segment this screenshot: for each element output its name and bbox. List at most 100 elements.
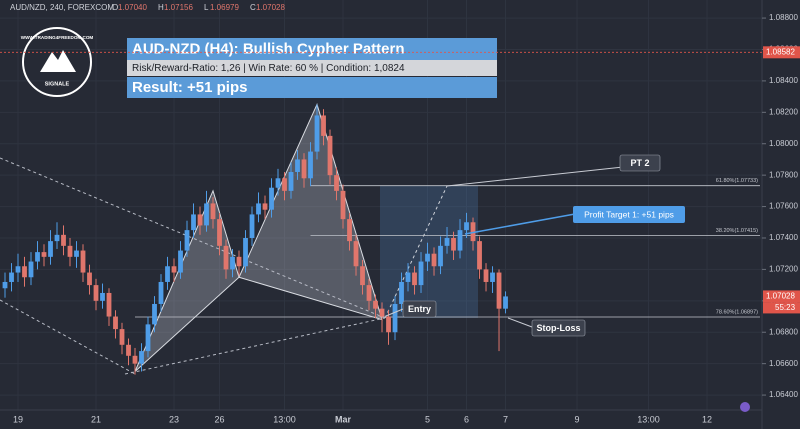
callout-pt2: PT 2 bbox=[630, 158, 649, 168]
candle-body bbox=[28, 261, 34, 278]
candle-body bbox=[360, 266, 365, 286]
target-zone bbox=[380, 186, 478, 318]
candle-body bbox=[113, 316, 118, 330]
callout-stop: Stop-Loss bbox=[537, 323, 581, 333]
ohlc-key: H bbox=[158, 3, 164, 12]
header: AUD/NZD, 240, FOREXCOM O 1.07040 H 1.07156 L… bbox=[10, 3, 285, 12]
x-tick-label: 12 bbox=[702, 414, 712, 424]
candle-body bbox=[184, 230, 190, 251]
y-tick-label: 1.08800 bbox=[769, 13, 798, 22]
candle-body bbox=[15, 266, 21, 273]
y-tick-label: 1.08000 bbox=[769, 139, 798, 148]
candle-body bbox=[223, 245, 229, 270]
callout-pt1: Profit Target 1: +51 pips bbox=[584, 209, 674, 219]
ohlc-value: 1.07040 bbox=[118, 3, 147, 12]
candle-body bbox=[301, 159, 307, 179]
candle-body bbox=[327, 135, 333, 176]
x-tick-label: 9 bbox=[575, 414, 580, 424]
drawings bbox=[0, 157, 478, 375]
candle-body bbox=[74, 250, 79, 257]
candle-body bbox=[340, 190, 346, 220]
candle-body bbox=[496, 272, 502, 309]
candle-body bbox=[217, 219, 222, 246]
candle-body bbox=[35, 252, 40, 262]
candle-body bbox=[22, 266, 27, 278]
pattern bbox=[134, 103, 383, 372]
y-tick-label: 1.07800 bbox=[769, 170, 798, 179]
candle-body bbox=[210, 203, 216, 220]
logo: WWW.TRADING4FREEDOM.COM SIGNALE bbox=[21, 27, 93, 97]
candle-body bbox=[152, 303, 157, 325]
candle-body bbox=[366, 285, 372, 301]
candle-body bbox=[399, 281, 404, 304]
panel-result-box bbox=[127, 77, 497, 98]
x-tick-label: 7 bbox=[503, 414, 508, 424]
ohlc-value: 1.07156 bbox=[164, 3, 193, 12]
y-tick-label: 1.07600 bbox=[769, 202, 798, 211]
panel-result: Result: +51 pips bbox=[132, 79, 247, 96]
ohlc-key: O bbox=[112, 3, 118, 12]
panel-title: AUD-NZD (H4): Bullish Cypher Pattern bbox=[132, 40, 405, 57]
candle-body bbox=[119, 329, 125, 345]
price-tag bbox=[763, 290, 800, 303]
callout-arrow bbox=[464, 213, 576, 235]
candle-body bbox=[61, 234, 66, 246]
candle-body bbox=[431, 253, 437, 267]
candle-body bbox=[457, 230, 463, 251]
callout-box bbox=[402, 300, 437, 318]
candle-body bbox=[295, 159, 300, 173]
candle-body bbox=[106, 292, 112, 317]
fib-label: 78.60%(1.06897) bbox=[716, 309, 758, 315]
callout-box bbox=[573, 206, 685, 223]
panel-subtitle: Risk/Reward-Ratio: 1,26 | Win Rate: 60 %… bbox=[132, 63, 405, 74]
candle-body bbox=[373, 300, 378, 309]
candle-body bbox=[230, 256, 235, 270]
candle-body bbox=[503, 296, 508, 309]
price-tag bbox=[763, 46, 800, 59]
trendline bbox=[0, 299, 136, 375]
fib-label: 61.80%(1.07733) bbox=[716, 178, 758, 184]
candle-body bbox=[158, 281, 164, 304]
candle-body bbox=[438, 245, 443, 267]
candle-body bbox=[347, 219, 352, 242]
candle-body bbox=[412, 272, 417, 286]
candle-body bbox=[54, 234, 60, 242]
settings-icon[interactable] bbox=[740, 402, 750, 412]
panel-subtitle-box bbox=[127, 60, 497, 76]
panel-title-box bbox=[127, 38, 497, 60]
x-tick-label: 13:00 bbox=[637, 414, 660, 424]
logo-mountain bbox=[40, 50, 76, 72]
candle-body bbox=[9, 272, 14, 282]
candle-body bbox=[191, 214, 196, 231]
fib-levels: 61.80%(1.07733) 38.20%(1.07415) 78.60%(1.0… bbox=[135, 178, 760, 318]
callout-entry: Entry bbox=[408, 304, 431, 314]
candle-body bbox=[269, 187, 274, 210]
y-tick-label: 1.07200 bbox=[769, 265, 798, 274]
y-tick-label: 1.07400 bbox=[769, 233, 798, 242]
candle-body bbox=[282, 178, 287, 191]
x-tick-label: 5 bbox=[425, 414, 430, 424]
candle-body bbox=[405, 272, 411, 282]
candle-body bbox=[87, 272, 92, 286]
countdown: 55:23 bbox=[775, 303, 796, 312]
candle-body bbox=[197, 214, 203, 226]
countdown-tag bbox=[763, 302, 800, 314]
candle-body bbox=[256, 203, 261, 215]
trendline bbox=[124, 317, 386, 375]
candle-body bbox=[204, 203, 209, 226]
candle-body bbox=[165, 266, 170, 282]
candle-body bbox=[139, 351, 144, 364]
logo-tag: SIGNALE bbox=[45, 81, 70, 87]
price-tag-label: 1.07028 bbox=[766, 292, 795, 301]
candle-body bbox=[314, 115, 320, 152]
candle-body bbox=[67, 245, 73, 257]
candle-body bbox=[464, 222, 469, 231]
candle-body bbox=[334, 175, 339, 191]
y-tick-label: 1.08400 bbox=[769, 76, 798, 85]
y-tick-label: 1.06800 bbox=[769, 327, 798, 336]
candle-body bbox=[80, 250, 86, 273]
candle-body bbox=[392, 303, 398, 333]
projection bbox=[384, 185, 448, 319]
candle-body bbox=[288, 172, 294, 191]
